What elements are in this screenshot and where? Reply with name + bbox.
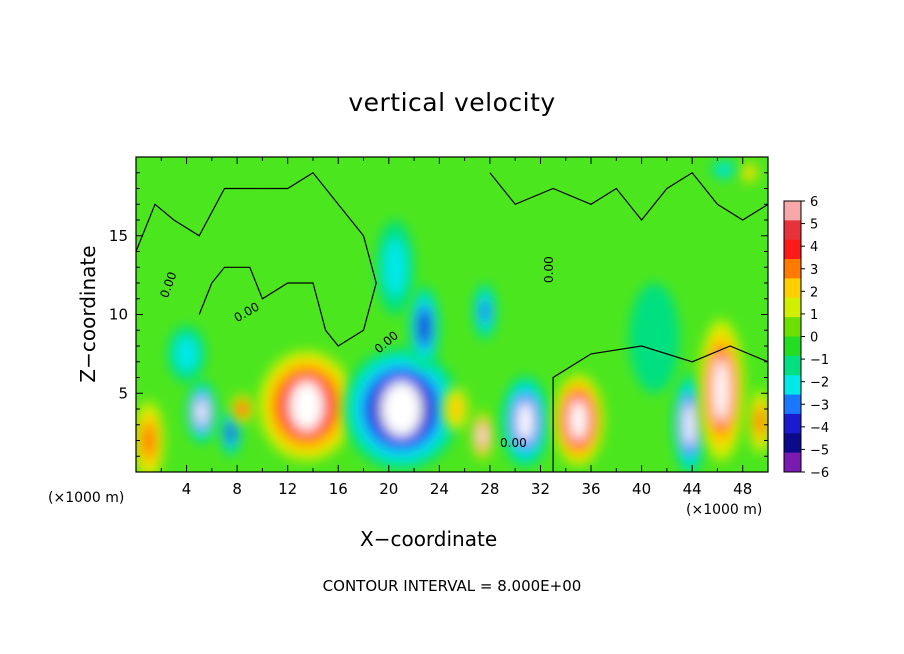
colorbar-swatch [784, 336, 801, 357]
heatmap-cell-18 [740, 163, 758, 183]
heatmap-cell-6 [409, 286, 440, 369]
colorbar-swatch [784, 201, 801, 221]
heatmap-cell-10 [473, 283, 497, 340]
heatmap-cell-12 [553, 374, 604, 466]
y-tick-label: 15 [109, 227, 128, 245]
colorbar-label: −4 [810, 421, 829, 436]
y-tick-label: 5 [118, 384, 128, 402]
colorbar-label: 6 [810, 195, 818, 210]
colorbar-label: 3 [810, 263, 818, 278]
colorbar-swatch [784, 317, 801, 337]
x-tick-label: 16 [329, 480, 348, 498]
colorbar-swatch [784, 278, 801, 299]
heatmap-cell-4 [258, 350, 355, 461]
chart-title: vertical velocity [348, 88, 556, 117]
colorbar-label: 5 [810, 218, 818, 233]
contour-label: 0.00 [542, 256, 556, 283]
colorbar-swatch [784, 259, 801, 279]
x-tick-label: 36 [581, 480, 600, 498]
colorbar-label: 4 [810, 240, 818, 255]
y-axis-label: Z−coordinate [76, 245, 100, 383]
heatmap-cell-19 [711, 160, 737, 180]
heatmap-cell-14 [673, 374, 707, 472]
colorbar-label: −1 [810, 353, 829, 368]
colorbar-label: 0 [810, 331, 818, 346]
contour-interval-note: CONTOUR INTERVAL = 8.000E+00 [322, 577, 582, 595]
colorbar-swatch [784, 394, 801, 415]
x-tick-label: 12 [278, 480, 297, 498]
heatmap-cell-17 [167, 325, 206, 383]
heatmap-cell-1 [186, 380, 217, 444]
colorbar-swatch [784, 239, 801, 260]
colorbar-label: 1 [810, 308, 818, 323]
colorbar-swatch [784, 433, 801, 453]
colorbar-swatch [784, 220, 801, 241]
colorbar-label: −3 [810, 398, 829, 413]
x-tick-label: 32 [531, 480, 550, 498]
heatmap-cell-8 [443, 386, 469, 432]
heatmap-cell-16 [749, 390, 768, 454]
heatmap-cell-5 [343, 347, 460, 471]
x-tick-label: 40 [632, 480, 651, 498]
x-tick-label: 20 [379, 480, 398, 498]
colorbar-label: −5 [810, 443, 829, 458]
x-tick-label: 44 [683, 480, 702, 498]
contour-line [136, 172, 377, 347]
colorbar-label: −2 [810, 376, 829, 391]
colorbar-label: −6 [810, 466, 829, 481]
contour-line [489, 172, 768, 221]
heatmap-cell-3 [230, 394, 254, 424]
x-unit-label-left: (×1000 m) [48, 490, 125, 506]
x-tick-label: 28 [480, 480, 499, 498]
heatmap-cell-2 [220, 409, 241, 457]
colorbar-label: 2 [810, 285, 818, 300]
colorbar-swatch [784, 452, 801, 473]
heatmap-cell-13 [628, 283, 680, 394]
x-tick-label: 24 [430, 480, 449, 498]
contour-label: 0.00 [500, 436, 527, 450]
x-unit-label-right: (×1000 m) [686, 502, 763, 518]
heatmap-cell-7 [376, 220, 415, 315]
heatmap-cell-0 [136, 401, 164, 472]
heatmap-cell-9 [472, 412, 493, 460]
x-tick-label: 4 [182, 480, 192, 498]
colorbar-swatch [784, 355, 801, 376]
x-tick-label: 8 [232, 480, 242, 498]
colorbar: 6 5 4 3 2 1 0 −1 −2 −3 −4 −5 −6 [783, 195, 829, 481]
contour-line [552, 345, 768, 472]
heatmap-cell-15 [698, 319, 744, 461]
heatmap-field [136, 157, 768, 472]
colorbar-swatch [784, 297, 801, 318]
colorbar-swatch [784, 413, 801, 434]
y-tick-label: 10 [109, 306, 128, 324]
colorbar-swatch [784, 375, 801, 395]
x-tick-label: 48 [733, 480, 752, 498]
x-axis-label: X−coordinate [360, 527, 498, 551]
heatmap-cell-11 [501, 375, 550, 468]
